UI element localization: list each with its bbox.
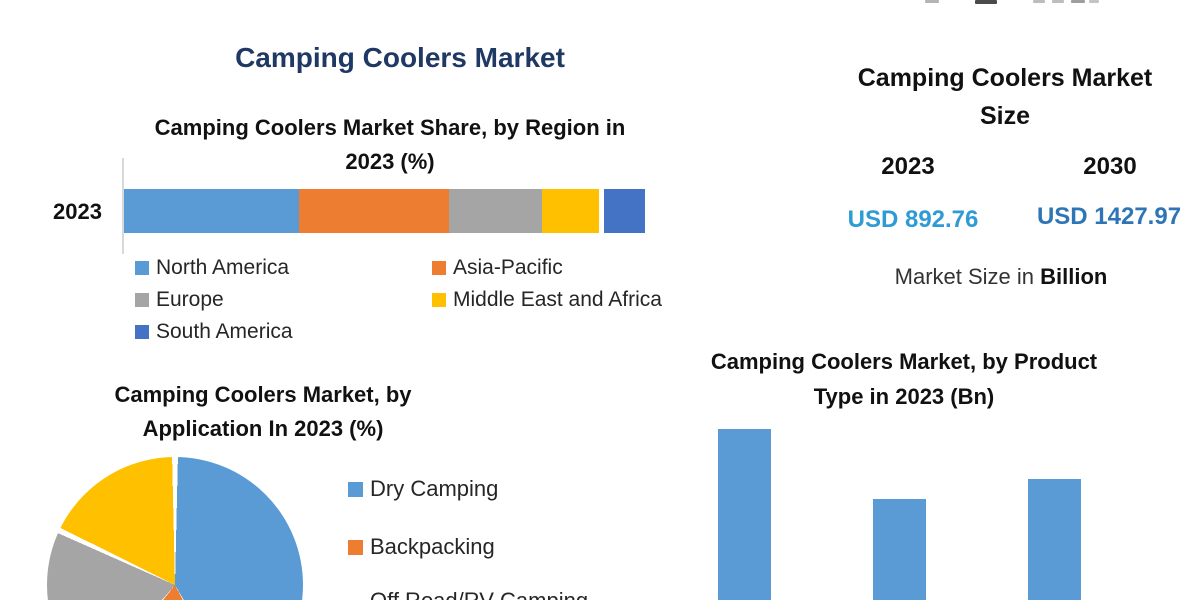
market-size-year-2030: 2030 [1083,153,1137,180]
legend-item-off-road-rv-camping: Off Road/RV Camping [348,588,588,600]
product-chart-title-line2: Type in 2023 (Bn) [813,384,995,409]
legend-swatch-icon [348,539,363,555]
market-size-title-line2: Size [979,102,1031,130]
legend-label: Backpacking [370,534,495,559]
market-size-value-2030: USD 1427.97 [1036,203,1182,230]
bar-segment-north-america [124,189,300,233]
legend-label: Dry Camping [370,476,499,501]
cropped-text-fragment [1089,0,1099,3]
page-title: Camping Coolers Market [235,42,565,73]
cropped-text-fragment [1071,0,1085,3]
legend-swatch-icon [135,293,149,307]
legend-label: Middle East and Africa [453,288,662,311]
market-size-year-2023: 2023 [881,153,935,180]
application-pie [47,457,303,600]
cropped-text-fragment [925,0,939,3]
legend-swatch-icon [348,481,363,497]
legend-label: Asia-Pacific [453,256,563,279]
product-bar-chart [718,420,1081,600]
legend-label: South America [156,320,293,343]
cropped-text-fragment [1033,0,1045,3]
bar-segment-middle-east-and-africa [541,189,599,233]
legend-item-europe: Europe [135,288,224,312]
legend-label: North America [156,256,290,279]
market-size-footnote-text: Market Size in [894,264,1041,289]
region-chart-axis-line [122,158,124,254]
legend-item-north-america: North America [135,256,289,280]
legend-swatch-icon [432,261,446,275]
legend-label: Off Road/RV Camping [370,588,588,600]
legend-item-asia-pacific: Asia-Pacific [432,256,563,280]
bar-segment-europe [449,189,542,233]
legend-swatch-icon [135,261,149,275]
application-chart-title-line2: Application In 2023 (%) [142,416,384,441]
region-stacked-bar [124,189,645,233]
region-chart-title-line2: 2023 (%) [345,149,435,174]
legend-item-south-america: South America [135,320,293,344]
legend-item-backpacking: Backpacking [348,534,495,559]
bar-segment-south-america [603,189,645,233]
market-size-title: Camping Coolers Market Size [830,59,1180,135]
application-chart-title: Camping Coolers Market, by Application I… [53,378,473,446]
application-chart-title-line1: Camping Coolers Market, by [114,382,412,407]
legend-label: Europe [156,288,224,311]
region-chart-title: Camping Coolers Market Share, by Region … [95,111,685,179]
bar-segment-asia-pacific [299,189,450,233]
market-size-footnote-unit: Billion [1040,264,1108,289]
product-chart-title: Camping Coolers Market, by Product Type … [654,344,1154,414]
cropped-text-fragment [1052,0,1064,3]
market-size-title-line1: Camping Coolers Market [857,64,1153,92]
legend-swatch-icon [432,293,446,307]
region-chart-category-label: 2023 [53,199,102,224]
cropped-text-fragment [975,0,997,4]
product-bar-3 [1028,479,1081,600]
region-chart-title-line1: Camping Coolers Market Share, by Region … [154,115,626,140]
product-bar-2 [873,499,926,600]
legend-item-middle-east-africa: Middle East and Africa [432,288,662,312]
legend-item-dry-camping: Dry Camping [348,476,499,501]
legend-swatch-icon [135,325,149,339]
market-size-footnote: Market Size in Billion [826,264,1176,290]
product-bar-1 [718,429,771,600]
market-size-value-2023: USD 892.76 [847,206,979,233]
product-chart-title-line1: Camping Coolers Market, by Product [710,349,1098,374]
